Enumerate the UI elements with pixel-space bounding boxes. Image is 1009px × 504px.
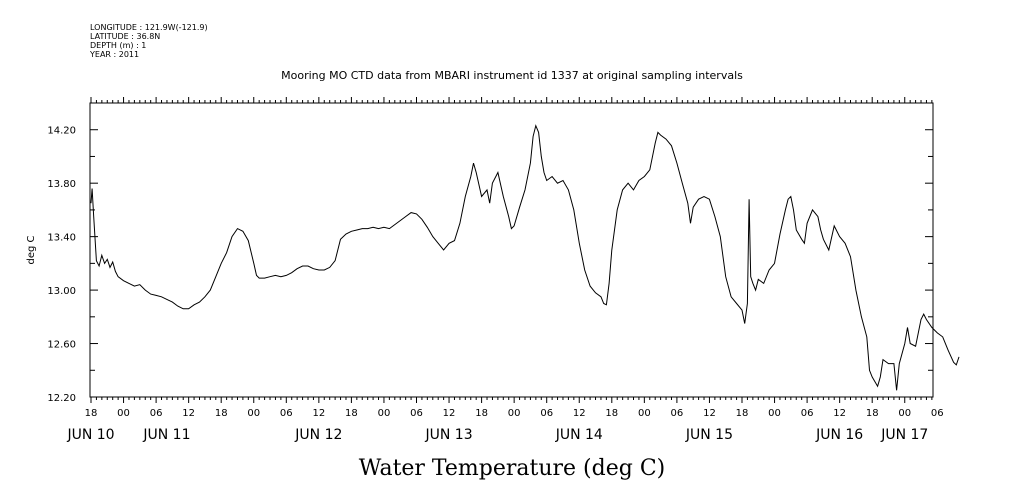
x-hour-tick-label: 18 xyxy=(215,408,228,419)
x-day-label: JUN 17 xyxy=(880,427,928,443)
x-day-label: JUN 13 xyxy=(424,427,472,443)
x-day-label: JUN 14 xyxy=(555,427,603,443)
x-hour-tick-label: 06 xyxy=(801,408,814,419)
y-tick-label: 12.20 xyxy=(47,393,76,404)
plot-frame xyxy=(89,102,934,398)
x-hour-tick-label: 06 xyxy=(671,408,684,419)
y-tick-label: 14.20 xyxy=(47,126,76,137)
chart-title: Mooring MO CTD data from MBARI instrumen… xyxy=(281,69,743,82)
x-hour-tick-label: 00 xyxy=(898,408,911,419)
year-text: YEAR : 2011 xyxy=(89,50,139,59)
x-day-label: JUN 10 xyxy=(66,427,114,443)
x-hour-tick-label: 12 xyxy=(182,408,195,419)
axes-layer: 18 00 06 12 18 00 06 12 18 00 06 12 18 00 06 12 18 00 06 12… xyxy=(47,97,944,443)
y-tick-label: 13.00 xyxy=(47,286,76,297)
x-hour-tick-label: 06 xyxy=(280,408,293,419)
x-hour-tick-label: 18 xyxy=(736,408,749,419)
x-hour-tick-label: 12 xyxy=(312,408,325,419)
y-tick-label: 12.60 xyxy=(47,340,76,351)
x-day-label: JUN 11 xyxy=(142,427,190,443)
x-axis-label: Water Temperature (deg C) xyxy=(359,456,666,481)
y-tick-label: 13.40 xyxy=(47,233,76,244)
x-hour-tick-label: 00 xyxy=(768,408,781,419)
y-axis-label: deg C xyxy=(26,235,37,264)
x-hour-tick-label: 12 xyxy=(443,408,456,419)
series-line xyxy=(90,124,960,391)
x-hour-tick-label: 00 xyxy=(378,408,391,419)
x-hour-tick-label: 18 xyxy=(345,408,358,419)
depth-text: DEPTH (m) : 1 xyxy=(90,41,146,50)
x-hour-tick-label: 12 xyxy=(833,408,846,419)
x-hour-tick-label: 18 xyxy=(85,408,98,419)
x-day-label: JUN 12 xyxy=(294,427,342,443)
x-hour-tick-label: 18 xyxy=(475,408,488,419)
x-hour-tick-label: 06 xyxy=(150,408,163,419)
x-hour-tick-label: 00 xyxy=(508,408,521,419)
x-day-label: JUN 16 xyxy=(815,427,863,443)
x-hour-tick-label: 00 xyxy=(638,408,651,419)
latitude-text: LATITUDE : 36.8N xyxy=(90,32,160,41)
longitude-text: LONGITUDE : 121.9W(-121.9) xyxy=(90,23,208,32)
x-hour-tick-label: 06 xyxy=(410,408,423,419)
x-hour-tick-label: 06 xyxy=(540,408,553,419)
x-day-label: JUN 15 xyxy=(685,427,733,443)
x-hour-tick-label: 00 xyxy=(117,408,130,419)
x-hour-tick-label: 00 xyxy=(247,408,260,419)
x-hour-tick-label: 18 xyxy=(605,408,618,419)
y-tick-label: 13.80 xyxy=(47,179,76,190)
x-hour-tick-label: 12 xyxy=(573,408,586,419)
metadata-block: LONGITUDE : 121.9W(-121.9) LATITUDE : 36… xyxy=(89,23,208,59)
x-hour-tick-label: 06 xyxy=(931,408,944,419)
x-hour-tick-label: 18 xyxy=(866,408,879,419)
x-hour-tick-label: 12 xyxy=(703,408,716,419)
